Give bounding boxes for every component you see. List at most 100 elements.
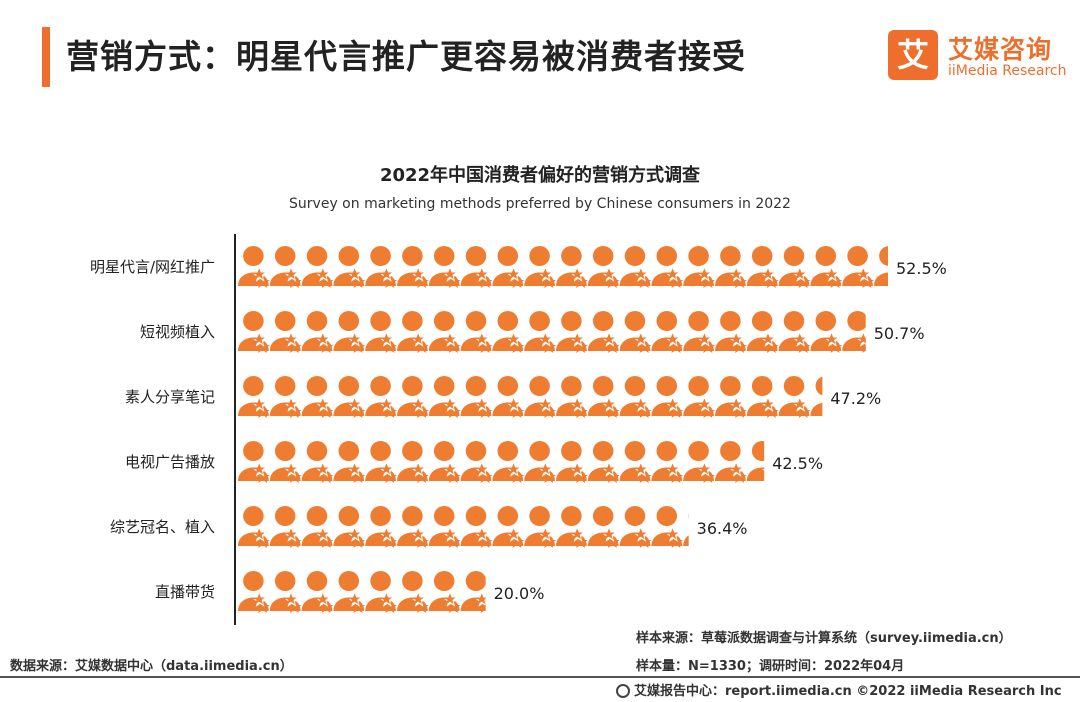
person-icon xyxy=(365,571,397,613)
star-mark-inner xyxy=(825,333,838,345)
star-mark-inner xyxy=(285,593,297,605)
person-icon xyxy=(524,376,556,418)
star-mark-inner xyxy=(412,268,424,280)
person-icon xyxy=(238,376,270,418)
star-mark-inner xyxy=(730,463,742,475)
person-icon xyxy=(460,311,493,353)
star-mark-inner xyxy=(412,528,424,540)
star-mark-inner xyxy=(285,333,297,345)
person-icon xyxy=(397,311,429,353)
star-mark-inner xyxy=(348,528,361,540)
person-icon xyxy=(683,246,715,288)
person-icon xyxy=(524,506,556,548)
person-icon xyxy=(365,246,397,288)
person-icon xyxy=(365,441,397,483)
person-icon xyxy=(651,506,684,548)
star-mark-inner xyxy=(666,333,679,345)
category-label: 短视频植入 xyxy=(140,323,215,341)
person-icon xyxy=(460,246,493,288)
star-mark-inner xyxy=(666,268,679,280)
star-mark-inner xyxy=(762,333,774,345)
star-mark-inner xyxy=(603,398,615,410)
person-icon xyxy=(810,311,843,353)
star-mark-inner xyxy=(603,268,615,280)
bar-star-overlay xyxy=(253,593,486,607)
person-icon xyxy=(301,441,334,483)
person-icon xyxy=(619,311,652,353)
person-icon xyxy=(715,441,747,483)
value-label: 47.2% xyxy=(830,389,881,408)
copyright: 艾媒报告中心：report.iimedia.cn ©2022 iiMedia R… xyxy=(616,680,1062,699)
person-icon xyxy=(397,506,429,548)
star-mark-inner xyxy=(635,528,647,540)
person-icon xyxy=(715,376,747,418)
person-icon xyxy=(301,571,334,613)
star-mark-inner xyxy=(698,333,711,345)
logo-text-en: iiMedia Research xyxy=(948,63,1067,79)
person-icon xyxy=(301,506,334,548)
star-mark-inner xyxy=(730,398,742,410)
star-mark-inner xyxy=(762,398,774,410)
star-mark-inner xyxy=(571,398,583,410)
star-mark-inner xyxy=(317,398,329,410)
person-icon xyxy=(715,311,747,353)
page-title: 营销方式：明星代言推广更容易被消费者接受 xyxy=(66,37,746,76)
bar-0 xyxy=(238,246,888,288)
star-mark-inner xyxy=(285,268,297,280)
bar-5 xyxy=(238,571,486,613)
sample-size: 样本量：N=1330；调研时间：2022年04月 xyxy=(636,659,905,674)
person-icon xyxy=(333,376,366,418)
person-icon xyxy=(715,246,747,288)
star-mark-inner xyxy=(603,463,615,475)
star-mark-inner xyxy=(412,593,424,605)
star-mark-inner xyxy=(348,333,361,345)
star-mark-inner xyxy=(762,268,774,280)
person-icon xyxy=(333,311,366,353)
star-mark-inner xyxy=(317,268,329,280)
star-mark-inner xyxy=(635,463,647,475)
person-icon xyxy=(587,246,620,288)
star-mark-inner xyxy=(539,333,552,345)
star-mark-inner xyxy=(571,268,583,280)
bar-1 xyxy=(238,311,866,353)
star-mark-inner xyxy=(794,333,806,345)
star-mark-inner xyxy=(635,398,647,410)
category-label: 综艺冠名、植入 xyxy=(110,518,215,536)
star-mark-inner xyxy=(603,528,615,540)
person-icon xyxy=(333,506,366,548)
star-mark xyxy=(762,468,765,471)
person-icon xyxy=(842,311,866,353)
star-mark-inner xyxy=(285,528,297,540)
person-icon xyxy=(397,376,429,418)
star-mark-inner xyxy=(730,268,742,280)
person-icon xyxy=(587,506,620,548)
person-icon xyxy=(651,311,684,353)
star-mark-inner xyxy=(476,398,488,410)
person-icon xyxy=(269,376,302,418)
person-icon xyxy=(301,311,334,353)
star-mark-inner xyxy=(444,528,456,540)
person-icon xyxy=(428,571,461,613)
star-mark-inner xyxy=(666,463,679,475)
person-icon xyxy=(651,246,684,288)
star-mark-inner xyxy=(476,268,488,280)
star-mark-inner xyxy=(380,463,393,475)
star-mark-inner xyxy=(507,333,520,345)
bar-3 xyxy=(238,441,765,483)
star-mark-inner xyxy=(317,463,329,475)
person-icon xyxy=(460,506,493,548)
person-icon xyxy=(556,506,588,548)
bar-star-overlay xyxy=(253,268,872,282)
star-mark-inner xyxy=(476,333,488,345)
star-mark-inner xyxy=(380,333,393,345)
star-mark-inner xyxy=(348,593,361,605)
person-icon xyxy=(619,441,652,483)
chart-title: 2022年中国消费者偏好的营销方式调查 xyxy=(379,165,701,186)
person-icon xyxy=(238,506,270,548)
person-icon xyxy=(651,376,684,418)
star-mark-inner xyxy=(285,463,297,475)
person-icon xyxy=(619,376,652,418)
person-icon xyxy=(778,246,811,288)
star-mark-inner xyxy=(603,333,615,345)
